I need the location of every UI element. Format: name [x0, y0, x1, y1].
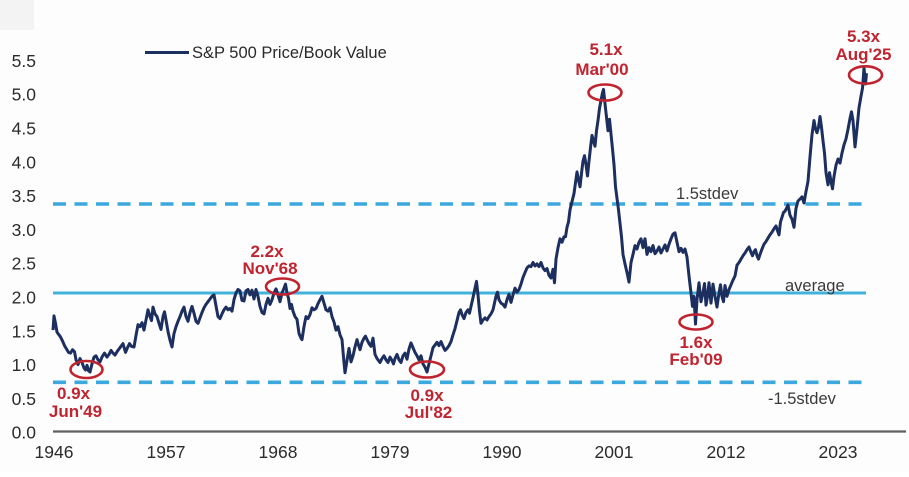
svg-text:5.1x: 5.1x	[589, 40, 623, 59]
svg-text:1968: 1968	[259, 442, 298, 462]
svg-text:3.0: 3.0	[12, 220, 37, 240]
svg-text:2023: 2023	[819, 442, 858, 462]
svg-text:Jun'49: Jun'49	[49, 402, 102, 421]
svg-text:1946: 1946	[35, 442, 74, 462]
svg-text:Feb'09: Feb'09	[669, 350, 722, 369]
svg-text:5.3x: 5.3x	[847, 27, 881, 46]
svg-text:1990: 1990	[483, 442, 522, 462]
svg-text:1.0: 1.0	[12, 355, 37, 375]
svg-text:average: average	[785, 277, 845, 295]
svg-text:1.5stdev: 1.5stdev	[676, 185, 739, 203]
svg-text:1957: 1957	[147, 442, 186, 462]
svg-text:1.6x: 1.6x	[679, 333, 713, 352]
svg-text:2.5: 2.5	[12, 254, 36, 274]
svg-text:5.5: 5.5	[12, 51, 36, 71]
svg-text:1979: 1979	[371, 442, 410, 462]
svg-text:0.0: 0.0	[12, 423, 37, 443]
svg-text:Nov'68: Nov'68	[242, 259, 297, 278]
svg-text:-1.5stdev: -1.5stdev	[768, 390, 837, 408]
svg-text:2012: 2012	[707, 442, 746, 462]
svg-text:S&P 500 Price/Book Value: S&P 500 Price/Book Value	[192, 44, 387, 62]
svg-text:0.9x: 0.9x	[410, 386, 444, 405]
svg-text:2.0: 2.0	[12, 288, 37, 308]
svg-text:Aug'25: Aug'25	[836, 45, 892, 64]
svg-text:4.0: 4.0	[12, 152, 37, 172]
svg-text:0.9x: 0.9x	[57, 384, 91, 403]
svg-text:1.5: 1.5	[12, 321, 36, 341]
svg-text:4.5: 4.5	[12, 119, 36, 139]
svg-text:2.2x: 2.2x	[250, 242, 284, 261]
svg-text:3.5: 3.5	[12, 186, 36, 206]
svg-text:Mar'00: Mar'00	[575, 60, 628, 79]
svg-text:2001: 2001	[595, 442, 634, 462]
svg-text:Jul'82: Jul'82	[405, 403, 453, 422]
svg-text:0.5: 0.5	[12, 389, 36, 409]
svg-text:5.0: 5.0	[12, 85, 37, 105]
